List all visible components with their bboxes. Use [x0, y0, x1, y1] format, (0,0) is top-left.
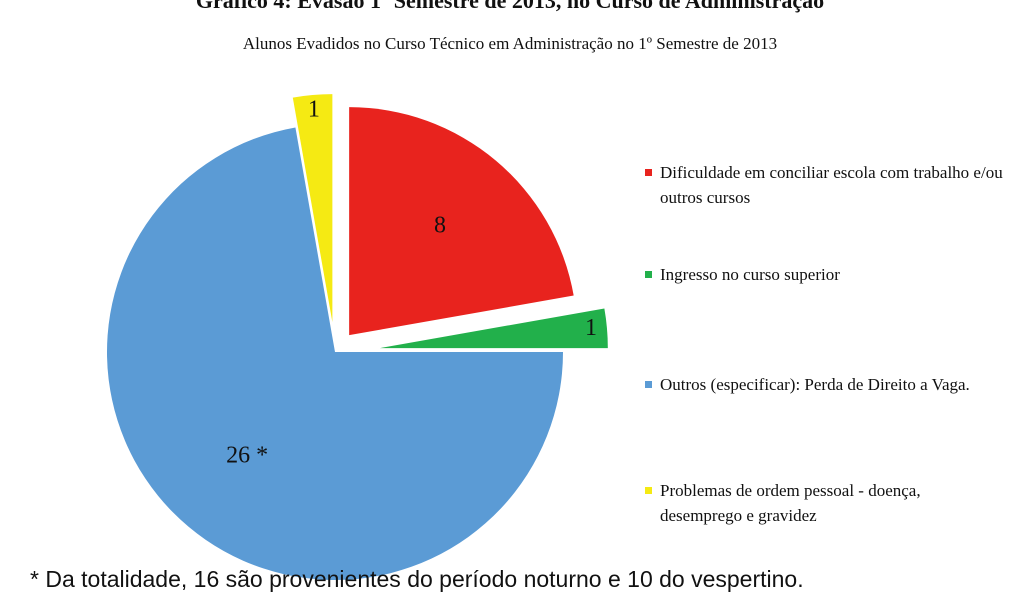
- data-label: 1: [585, 315, 597, 341]
- legend-item: Problemas de ordem pessoal - doença, des…: [645, 478, 1005, 528]
- chart-title: Gráfico 4: Evasão 1º Semestre de 2013, n…: [195, 0, 825, 13]
- legend-label: Ingresso no curso superior: [660, 265, 840, 284]
- legend-label: Outros (especificar): Perda de Direito a…: [660, 375, 970, 394]
- legend-item: Dificuldade em conciliar escola com trab…: [645, 160, 1005, 210]
- data-label: 1: [308, 96, 320, 122]
- legend-label: Problemas de ordem pessoal - doença, des…: [660, 481, 921, 525]
- pie-slice: [107, 127, 563, 580]
- legend-label: Dificuldade em conciliar escola com trab…: [660, 163, 1003, 207]
- legend-swatch: [645, 487, 652, 494]
- data-label: 8: [434, 212, 446, 238]
- chart-subtitle: Alunos Evadidos no Curso Técnico em Admi…: [242, 34, 778, 53]
- pie-slice: [349, 107, 574, 336]
- legend-swatch: [645, 381, 652, 388]
- pie-slice: [379, 308, 608, 349]
- legend-swatch: [645, 169, 652, 176]
- data-label: 26 *: [226, 442, 268, 468]
- legend-swatch: [645, 271, 652, 278]
- legend-item: Ingresso no curso superior: [645, 262, 1005, 287]
- footnote: * Da totalidade, 16 são provenientes do …: [30, 566, 804, 592]
- legend-item: Outros (especificar): Perda de Direito a…: [645, 372, 1005, 397]
- pie-slice: [292, 94, 333, 323]
